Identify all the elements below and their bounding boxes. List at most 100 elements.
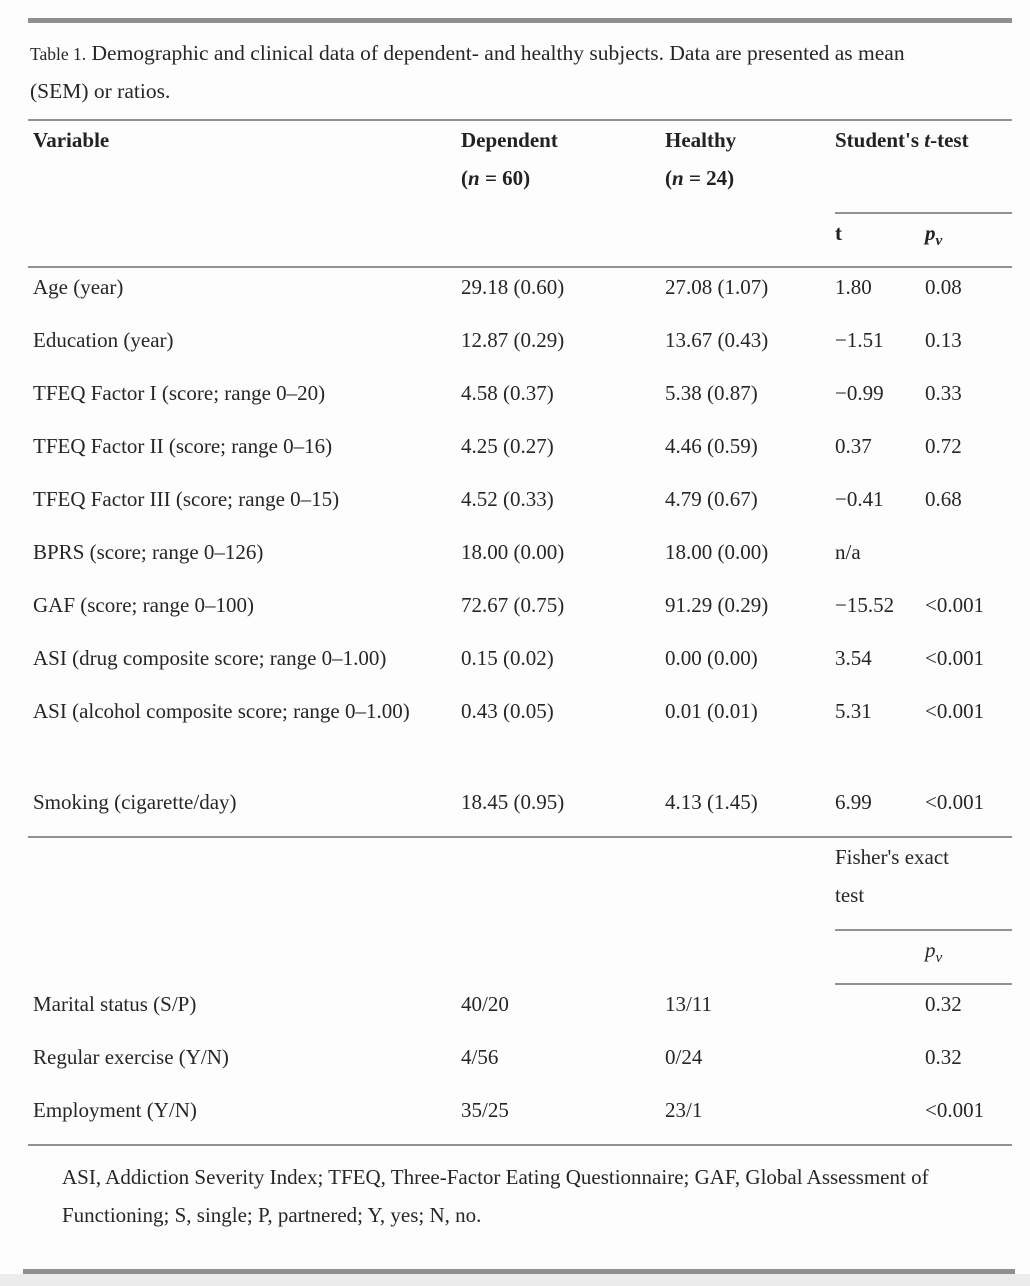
healthy-cell: 4.79 (0.67)	[665, 487, 758, 511]
dependent-n-count: = 60)	[479, 166, 531, 190]
dependent-cell: 29.18 (0.60)	[461, 275, 565, 299]
healthy-cell: 4.46 (0.59)	[665, 434, 758, 458]
table-row: TFEQ Factor II (score; range 0–16) 4.25 …	[28, 427, 1012, 480]
table-row: Education (year) 12.87 (0.29) 13.67 (0.4…	[28, 321, 1012, 374]
table-row: Employment (Y/N) 35/25 23/1 <0.001	[28, 1091, 1012, 1144]
t-cell: 6.99	[835, 790, 872, 814]
dependent-n-open: (	[461, 166, 468, 190]
variable-cell: Employment (Y/N)	[33, 1098, 197, 1122]
ttest-t-symbol: t	[924, 128, 931, 152]
t-cell: 1.80	[835, 275, 872, 299]
healthy-cell: 0/24	[665, 1045, 703, 1069]
healthy-cell: 13/11	[665, 992, 713, 1016]
dependent-cell: 0.15 (0.02)	[461, 646, 554, 670]
table-row: GAF (score; range 0–100) 72.67 (0.75) 91…	[28, 586, 1012, 639]
bottom-rule	[23, 1269, 1015, 1274]
fisher-subheader-row: pv	[28, 931, 1012, 985]
healthy-cell: 0.00 (0.00)	[665, 646, 758, 670]
healthy-n-symbol: n	[672, 166, 684, 190]
dependent-n-symbol: n	[468, 166, 480, 190]
dependent-cell: 4.52 (0.33)	[461, 487, 554, 511]
table-caption-text: Demographic and clinical data of depende…	[30, 41, 905, 103]
healthy-cell: 23/1	[665, 1098, 703, 1122]
variable-cell: BPRS (score; range 0–126)	[33, 540, 264, 564]
p-cell: <0.001	[925, 593, 985, 617]
fisher-subheader: pv	[835, 931, 1012, 985]
variable-cell: TFEQ Factor I (score; range 0–20)	[33, 381, 326, 405]
p-cell: <0.001	[925, 699, 985, 723]
healthy-cell: 91.29 (0.29)	[665, 593, 769, 617]
p-cell: 0.13	[925, 328, 962, 352]
header-divider	[28, 266, 1012, 268]
healthy-cell: 4.13 (1.45)	[665, 790, 758, 814]
variable-cell: Age (year)	[33, 275, 124, 299]
dependent-cell: 4.25 (0.27)	[461, 434, 554, 458]
p-cell: 0.32	[925, 1045, 962, 1069]
healthy-cell: 18.00 (0.00)	[665, 540, 769, 564]
p-cell: <0.001	[925, 790, 985, 814]
variable-cell: GAF (score; range 0–100)	[33, 593, 255, 617]
dependent-cell: 4.58 (0.37)	[461, 381, 554, 405]
variable-cell: ASI (drug composite score; range 0–1.00)	[33, 646, 387, 670]
dependent-cell: 12.87 (0.29)	[461, 328, 565, 352]
variable-cell: Marital status (S/P)	[33, 992, 197, 1016]
table-row: Smoking (cigarette/day) 18.45 (0.95) 4.1…	[28, 783, 1012, 836]
variable-cell: ASI (alcohol composite score; range 0–1.…	[33, 699, 410, 723]
p-symbol: p	[925, 221, 936, 245]
p-symbol: p	[925, 938, 936, 962]
footer-divider	[28, 1144, 1012, 1146]
table-row: BPRS (score; range 0–126) 18.00 (0.00) 1…	[28, 533, 1012, 586]
healthy-n-open: (	[665, 166, 672, 190]
subheader-t: t	[835, 221, 842, 245]
variable-cell: Smoking (cigarette/day)	[33, 790, 237, 814]
subheader-p: pv	[925, 214, 1012, 266]
table-row: Age (year) 29.18 (0.60) 27.08 (1.07) 1.8…	[28, 268, 1012, 321]
p-cell: <0.001	[925, 646, 985, 670]
variable-cell: TFEQ Factor II (score; range 0–16)	[33, 434, 333, 458]
variable-cell: Education (year)	[33, 328, 174, 352]
t-cell: 5.31	[835, 699, 872, 723]
col-header-variable: Variable	[33, 128, 110, 152]
t-cell: 0.37	[835, 434, 872, 458]
p-cell: 0.72	[925, 434, 962, 458]
top-rule	[28, 18, 1012, 23]
t-cell: −0.99	[835, 381, 884, 405]
fisher-test-label-text: Fisher's exact test	[835, 845, 950, 907]
table-row: ASI (drug composite score; range 0–1.00)…	[28, 639, 1012, 692]
variable-cell: TFEQ Factor III (score; range 0–15)	[33, 487, 340, 511]
table-row: TFEQ Factor I (score; range 0–20) 4.58 (…	[28, 374, 1012, 427]
dependent-cell: 40/20	[461, 992, 509, 1016]
ttest-suffix: -test	[930, 128, 969, 152]
healthy-label: Healthy	[665, 128, 737, 152]
table-footnote: ASI, Addiction Severity Index; TFEQ, Thr…	[62, 1165, 929, 1227]
t-cell: n/a	[835, 540, 861, 564]
col-header-healthy: Healthy (n = 24)	[665, 121, 835, 214]
fisher-p-header: pv	[925, 931, 1012, 969]
dependent-cell: 0.43 (0.05)	[461, 699, 554, 723]
caption-divider	[28, 119, 1012, 121]
dependent-cell: 72.67 (0.75)	[461, 593, 565, 617]
p-cell: 0.08	[925, 275, 962, 299]
table-row: TFEQ Factor III (score; range 0–15) 4.52…	[28, 480, 1012, 533]
dependent-cell: 4/56	[461, 1045, 499, 1069]
page-bottom-strip	[0, 1274, 1030, 1286]
healthy-cell: 27.08 (1.07)	[665, 275, 769, 299]
table-row: Marital status (S/P) 40/20 13/11 0.32	[28, 985, 1012, 1038]
ttest-prefix: Student's	[835, 128, 925, 152]
healthy-cell: 0.01 (0.01)	[665, 699, 758, 723]
p-cell: 0.68	[925, 487, 962, 511]
table-row: Regular exercise (Y/N) 4/56 0/24 0.32	[28, 1038, 1012, 1091]
fisher-header-row: Fisher's exact test	[28, 838, 1012, 931]
table-caption: Table 1. Demographic and clinical data o…	[30, 35, 910, 110]
healthy-cell: 13.67 (0.43)	[665, 328, 769, 352]
col-header-dependent: Dependent (n = 60)	[461, 121, 665, 214]
t-cell: 3.54	[835, 646, 872, 670]
t-cell: −1.51	[835, 328, 884, 352]
variable-cell: Regular exercise (Y/N)	[33, 1045, 229, 1069]
table-header-row: Variable Dependent (n = 60) Healthy (n =…	[28, 121, 1012, 214]
dependent-cell: 18.00 (0.00)	[461, 540, 565, 564]
healthy-n-count: = 24)	[683, 166, 735, 190]
table-number-label: Table 1.	[30, 44, 87, 64]
dependent-cell: 35/25	[461, 1098, 509, 1122]
